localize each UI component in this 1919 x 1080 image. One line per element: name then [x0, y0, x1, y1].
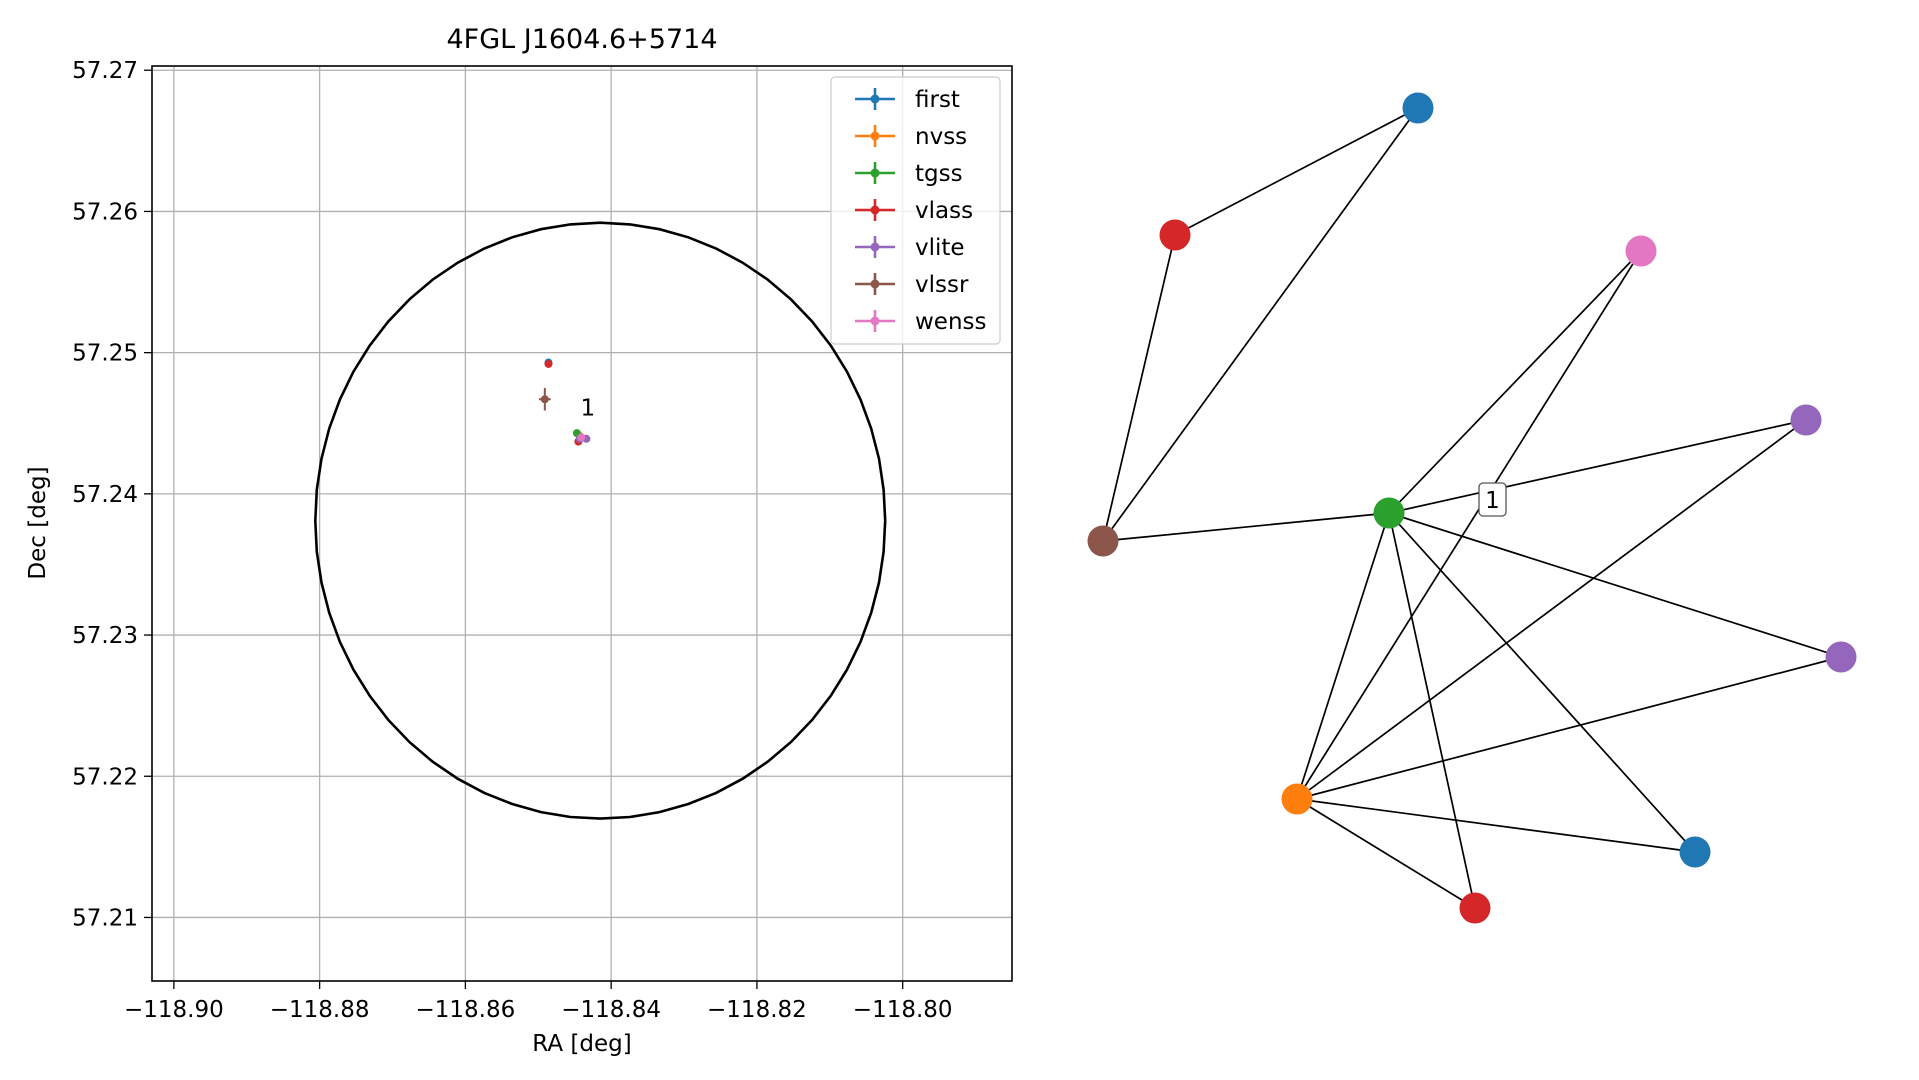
legend-swatch-dot — [870, 279, 880, 289]
legend-label: wenss — [915, 309, 987, 335]
graph-edge — [1102, 512, 1390, 542]
graph-edge — [1388, 419, 1807, 514]
graph-edge — [1388, 250, 1642, 514]
cluster-label-box: 1 — [1478, 482, 1507, 517]
network-panel: 1 — [1087, 92, 1857, 924]
legend-swatch-dot — [870, 205, 880, 215]
x-tick-label: −118.80 — [853, 997, 953, 1023]
legend-item-first: first — [855, 87, 960, 113]
plot-frame — [151, 65, 1013, 982]
legend-swatch-dot — [870, 168, 880, 178]
y-tick-label: 57.23 — [72, 623, 138, 649]
graph-edge — [1102, 107, 1419, 542]
x-tick-label: −118.82 — [707, 997, 807, 1023]
graph-node-vlass — [1159, 219, 1191, 251]
y-tick-label: 57.21 — [72, 905, 138, 931]
legend-label: vlite — [915, 235, 965, 261]
graph-node-tgss — [1373, 497, 1405, 529]
y-tick-label: 57.24 — [72, 482, 138, 508]
y-tick-label: 57.22 — [72, 764, 138, 790]
legend-box — [830, 76, 1001, 345]
point-marker — [540, 395, 549, 404]
graph-edge — [1296, 798, 1696, 853]
legend: first nvss tgss vlass vlite vlssr wenss — [830, 76, 1001, 345]
x-tick-label: −118.84 — [561, 997, 661, 1023]
graph-node-nvss — [1281, 783, 1313, 815]
graph-edge — [1296, 419, 1807, 800]
legend-item-vlssr: vlssr — [855, 272, 969, 298]
data-point-vlass — [544, 359, 553, 368]
legend-item-nvss: nvss — [855, 124, 967, 150]
x-tick-label: −118.86 — [416, 997, 516, 1023]
graph-node-first — [1679, 836, 1711, 868]
graph-node-first — [1402, 92, 1434, 124]
data-point-wenss — [577, 433, 586, 442]
legend-label: nvss — [915, 124, 967, 150]
graph-node-vlass — [1459, 892, 1491, 924]
graph-edges — [1102, 107, 1842, 909]
graph-edge — [1388, 512, 1476, 909]
point-marker — [577, 433, 586, 442]
legend-label: first — [915, 87, 960, 113]
graph-edge — [1296, 512, 1390, 800]
legend-swatch-dot — [870, 94, 880, 104]
y-tick-label: 57.25 — [72, 341, 138, 367]
data-point-vlssr — [539, 387, 551, 411]
graph-edge — [1388, 512, 1842, 658]
legend-label: vlass — [915, 198, 973, 224]
network-cluster-label: 1 — [1485, 488, 1500, 514]
graph-edge — [1388, 512, 1696, 853]
graph-edge — [1296, 250, 1642, 800]
legend-swatch-dot — [870, 131, 880, 141]
x-tick-label: −118.90 — [124, 997, 224, 1023]
graph-edge — [1174, 107, 1419, 236]
x-axis-ticks: −118.90 −118.88 −118.86 −118.84 −118.82 −118.… — [124, 981, 953, 1023]
legend-item-tgss: tgss — [855, 161, 963, 187]
cluster-annotation: 1 — [581, 396, 596, 422]
legend-item-wenss: wenss — [855, 309, 987, 335]
error-ellipse-layer — [313, 221, 887, 820]
graph-nodes — [1087, 92, 1857, 924]
x-tick-label: −118.88 — [270, 997, 370, 1023]
legend-item-vlass: vlass — [855, 198, 973, 224]
x-axis-label: RA [deg] — [532, 1031, 631, 1057]
graph-edge — [1296, 656, 1842, 800]
legend-label: tgss — [915, 161, 963, 187]
legend-label: vlssr — [915, 272, 969, 298]
data-points — [539, 358, 591, 446]
legend-swatch-dot — [870, 316, 880, 326]
legend-item-vlite: vlite — [855, 235, 965, 261]
graph-node-vlssr — [1087, 525, 1119, 557]
legend-swatch-dot — [870, 242, 880, 252]
graph-node-wenss — [1625, 235, 1657, 267]
y-axis-ticks: 57.21 57.22 57.23 57.24 57.25 57.26 57.27 — [72, 58, 152, 931]
y-tick-label: 57.26 — [72, 199, 138, 225]
y-axis-label: Dec [deg] — [25, 466, 51, 579]
scatter-panel: 4FGL J1604.6+5714 1 −118.90 −118.88 −118.8… — [25, 24, 1013, 1057]
y-tick-label: 57.27 — [72, 58, 138, 84]
error-ellipse — [313, 221, 887, 820]
chart-title: 4FGL J1604.6+5714 — [446, 24, 717, 55]
graph-edge — [1102, 234, 1176, 542]
graph-node-vlite — [1790, 404, 1822, 436]
graph-edge — [1296, 798, 1476, 909]
point-marker — [544, 359, 553, 368]
graph-node-vlite — [1825, 641, 1857, 673]
